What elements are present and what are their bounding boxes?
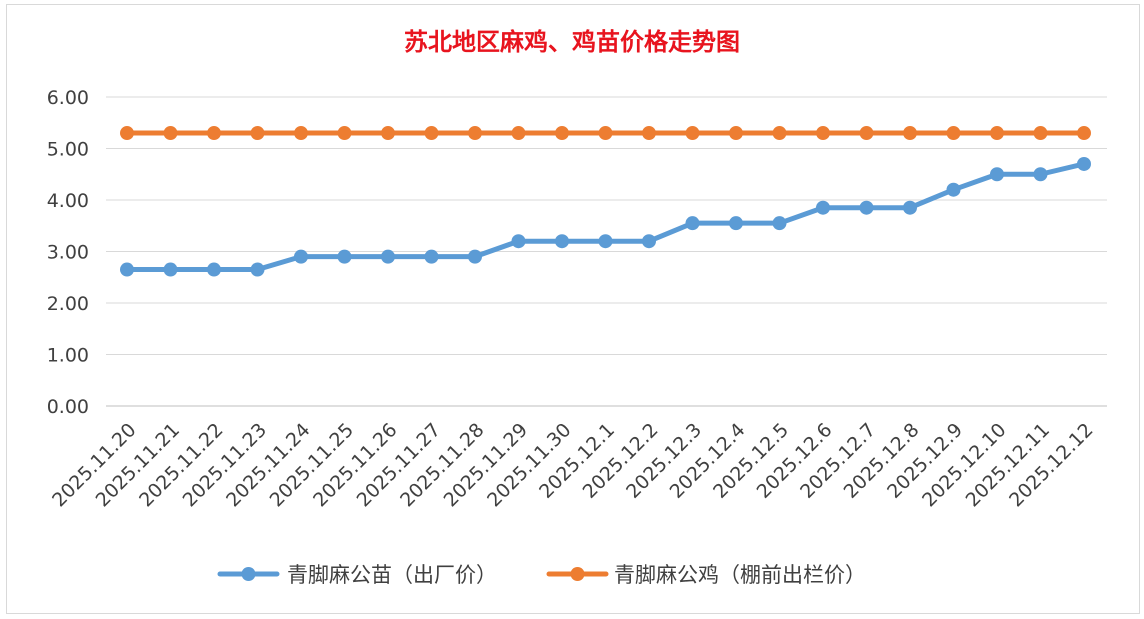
legend-swatch-marker bbox=[570, 567, 585, 581]
data-point bbox=[337, 249, 352, 264]
data-point bbox=[163, 126, 178, 141]
data-point bbox=[381, 249, 395, 264]
data-point bbox=[685, 126, 700, 141]
y-tick-label: 4.00 bbox=[47, 190, 89, 212]
data-point bbox=[685, 216, 700, 231]
data-point bbox=[642, 126, 656, 141]
data-point bbox=[207, 126, 221, 141]
y-tick-label: 5.00 bbox=[47, 139, 89, 161]
legend: 青脚麻公苗（出厂价） 青脚麻公鸡（棚前出栏价） bbox=[217, 563, 866, 587]
data-point bbox=[642, 234, 656, 249]
data-point bbox=[903, 126, 917, 141]
x-axis-ticks: 2025.11.202025.11.212025.11.222025.11.23… bbox=[48, 419, 1097, 511]
data-point bbox=[424, 126, 439, 141]
legend-item: 青脚麻公苗（出厂价） bbox=[217, 563, 497, 587]
y-tick-label: 1.00 bbox=[47, 345, 89, 367]
data-point bbox=[1033, 126, 1048, 141]
chart-title: 苏北地区麻鸡、鸡苗价格走势图 bbox=[404, 27, 740, 56]
data-point bbox=[772, 126, 787, 141]
data-point bbox=[468, 126, 482, 141]
data-point bbox=[1077, 156, 1091, 171]
data-point bbox=[250, 126, 265, 141]
data-point bbox=[294, 126, 308, 141]
data-point bbox=[859, 200, 874, 215]
legend-label: 青脚麻公鸡（棚前出栏价） bbox=[614, 563, 866, 587]
chart-frame bbox=[6, 4, 1140, 614]
data-point bbox=[511, 126, 526, 141]
data-point bbox=[120, 126, 134, 141]
data-point bbox=[946, 182, 961, 197]
series-2 bbox=[120, 126, 1091, 141]
y-tick-label: 3.00 bbox=[47, 242, 89, 264]
data-point bbox=[511, 234, 526, 249]
data-point bbox=[903, 200, 917, 215]
data-point bbox=[816, 126, 830, 141]
series-1 bbox=[120, 156, 1091, 277]
data-point bbox=[207, 262, 221, 277]
data-point bbox=[1077, 126, 1091, 141]
data-point bbox=[990, 167, 1004, 182]
data-point bbox=[598, 126, 613, 141]
data-point bbox=[1033, 167, 1048, 182]
data-point bbox=[859, 126, 874, 141]
y-tick-label: 0.00 bbox=[47, 396, 89, 418]
data-point bbox=[772, 216, 787, 231]
data-point bbox=[468, 249, 482, 264]
data-point bbox=[729, 216, 743, 231]
gridlines bbox=[106, 96, 1107, 407]
data-point bbox=[250, 262, 265, 277]
y-axis-ticks: 0.00 1.00 2.00 3.00 4.00 5.00 6.00 bbox=[47, 87, 89, 418]
data-point bbox=[381, 126, 395, 141]
data-point bbox=[729, 126, 743, 141]
data-point bbox=[598, 234, 613, 249]
legend-swatch-marker bbox=[241, 567, 256, 581]
data-point bbox=[337, 126, 352, 141]
legend-label: 青脚麻公苗（出厂价） bbox=[287, 563, 497, 587]
data-point bbox=[946, 126, 961, 141]
data-point bbox=[816, 200, 830, 215]
legend-item: 青脚麻公鸡（棚前出栏价） bbox=[546, 563, 866, 587]
series-line bbox=[124, 161, 1087, 273]
data-point bbox=[555, 126, 569, 141]
series-lines bbox=[120, 126, 1091, 277]
data-point bbox=[555, 234, 569, 249]
y-tick-label: 2.00 bbox=[47, 293, 89, 315]
data-point bbox=[424, 249, 439, 264]
y-tick-label: 6.00 bbox=[47, 87, 89, 109]
data-point bbox=[120, 262, 134, 277]
data-point bbox=[990, 126, 1004, 141]
data-point bbox=[163, 262, 178, 277]
data-point bbox=[294, 249, 308, 264]
